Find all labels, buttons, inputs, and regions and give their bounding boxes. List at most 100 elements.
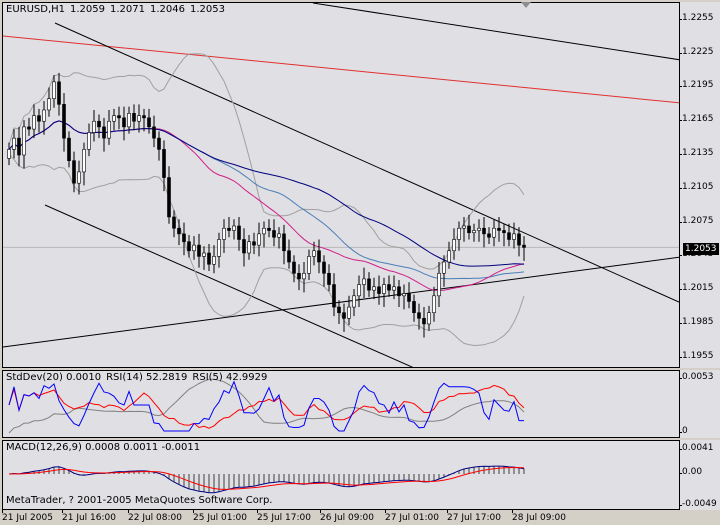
candle-body <box>312 250 316 257</box>
symbol-label: EURUSD,H1 <box>6 4 66 15</box>
indicator1-axis: 0.0053 0 <box>679 370 720 438</box>
moving-average-blue <box>8 120 525 267</box>
candle-body <box>32 115 36 130</box>
candle-body <box>472 230 476 234</box>
chart-shift-marker-icon[interactable] <box>521 2 531 8</box>
copyright-text: MetaTrader, ? 2001-2005 MetaQuotes Softw… <box>6 495 273 506</box>
support-line <box>3 256 679 348</box>
candle-body <box>192 244 196 252</box>
price-tick: 1.2225 <box>679 46 714 57</box>
high-value: 1.2071 <box>110 4 146 15</box>
candle-body <box>477 227 481 231</box>
time-label: 26 Jul 09:00 <box>320 510 374 523</box>
candle-body <box>102 126 106 139</box>
stddev-label: StdDev(20) 0.0010 <box>6 372 102 383</box>
candle-body <box>142 115 146 119</box>
candle-body <box>237 225 241 240</box>
candle-body <box>232 225 236 231</box>
candle-body <box>182 233 186 243</box>
bollinger-upper <box>8 53 525 270</box>
candle-body <box>422 318 426 325</box>
candle-body <box>222 227 226 240</box>
candle-body <box>12 137 16 150</box>
macd-header: MACD(12,26,9) 0.0008 0.0011 -0.0011 <box>6 442 201 453</box>
candle-body <box>372 286 376 291</box>
macd-axis: 0.0041 0.00 -0.0049 <box>678 440 720 510</box>
close-value: 1.2053 <box>190 4 226 15</box>
moving-average-pink <box>8 120 525 292</box>
candle-body <box>352 295 356 308</box>
candle-body <box>217 239 221 257</box>
candle-body <box>342 312 346 319</box>
channel-upper-line <box>54 22 679 303</box>
candle-body <box>167 177 171 218</box>
macd-tick-bottom: -0.0049 <box>679 499 717 509</box>
price-tick: 1.2015 <box>679 283 714 294</box>
open-value: 1.2059 <box>70 4 106 15</box>
candle-body <box>332 284 336 308</box>
candle-body <box>437 272 441 297</box>
macd-tick-top: 0.0041 <box>679 443 714 453</box>
candle-body <box>162 149 166 178</box>
channel-lower-line <box>44 204 414 367</box>
candle-body <box>22 126 26 156</box>
candle-body <box>297 272 301 280</box>
candle-body <box>62 104 66 139</box>
price-tick: 1.1985 <box>679 316 714 327</box>
candle-body <box>7 149 11 159</box>
candle-body <box>17 137 21 156</box>
price-tick: 1.2075 <box>679 215 714 226</box>
candle-body <box>522 244 526 248</box>
time-label: 22 Jul 08:00 <box>128 510 182 523</box>
candle-body <box>117 115 121 119</box>
candle-body <box>67 137 71 161</box>
candle-body <box>357 284 361 297</box>
candle-body <box>52 81 56 100</box>
time-label: 21 Jul 2005 <box>2 510 53 523</box>
candle-body <box>122 117 126 128</box>
stddev-line <box>8 378 525 434</box>
candle-body <box>502 230 506 234</box>
candle-body <box>212 256 216 265</box>
bollinger-lower <box>8 153 525 347</box>
candle-body <box>127 113 131 128</box>
time-label: 27 Jul 01:00 <box>385 510 439 523</box>
candle-body <box>392 286 396 291</box>
candle-body <box>147 117 151 128</box>
candle-body <box>337 306 341 313</box>
candle-body <box>397 286 401 297</box>
rsi5-line <box>8 380 524 432</box>
candle-body <box>82 149 86 173</box>
candle-body <box>42 109 46 122</box>
price-chart-pane[interactable]: EURUSD,H1 1.2059 1.2071 1.2046 1.2053 <box>2 2 680 368</box>
candle-body <box>307 256 311 274</box>
candle-body <box>467 225 471 234</box>
price-axis[interactable]: 1.2255 1.2225 1.2195 1.2165 1.2135 1.2105 1.20… <box>679 2 720 368</box>
candle-body <box>87 132 91 150</box>
time-axis[interactable]: 21 Jul 2005 21 Jul 16:00 22 Jul 08:00 25 Ju… <box>0 510 720 525</box>
candle-body <box>272 230 276 238</box>
macd-pane[interactable]: MACD(12,26,9) 0.0008 0.0011 -0.0011 Meta… <box>2 440 680 510</box>
stddev-rsi-pane[interactable]: StdDev(20) 0.0010 RSI(14) 52.2819 RSI(5) 4… <box>2 370 680 438</box>
candle-body <box>267 227 271 231</box>
candle-body <box>152 126 156 139</box>
candle-body <box>402 293 406 297</box>
stddev-rsi-chart <box>8 378 525 434</box>
candle-body <box>367 278 371 291</box>
candle-body <box>322 261 326 274</box>
candle-body <box>482 227 486 235</box>
price-tick: 1.2135 <box>679 148 714 159</box>
chart-header: EURUSD,H1 1.2059 1.2071 1.2046 1.2053 <box>6 4 230 15</box>
time-label: 25 Jul 01:00 <box>193 510 247 523</box>
price-tick: 1.2105 <box>679 181 714 192</box>
candle-body <box>457 227 461 240</box>
macd-signal-line <box>8 466 525 490</box>
candle-body <box>47 98 51 111</box>
candle-body <box>257 233 261 246</box>
price-tick: 1.1955 <box>679 350 714 361</box>
candle-body <box>252 241 256 246</box>
candle-body <box>137 115 141 122</box>
candle-body <box>432 295 436 313</box>
candle-body <box>27 126 31 130</box>
candle-body <box>92 120 96 133</box>
